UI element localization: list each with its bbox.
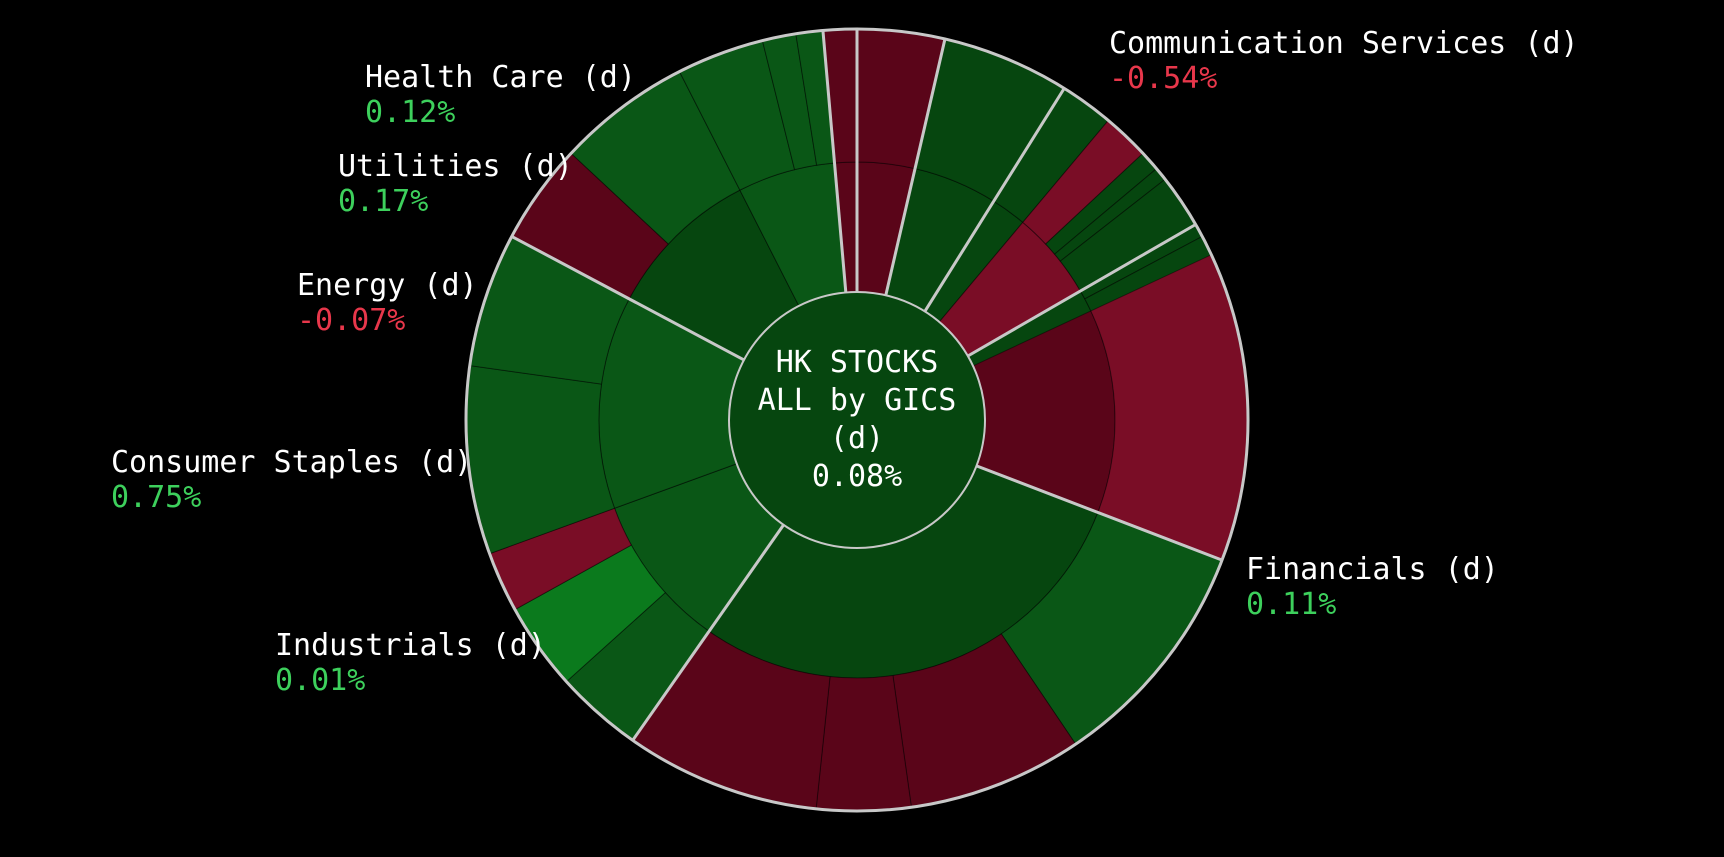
label-energy: Energy (d) bbox=[297, 268, 478, 303]
label-health-care: Health Care (d) bbox=[365, 60, 636, 95]
center-title-line-3: (d) bbox=[830, 421, 884, 456]
center-title-line-2: ALL by GICS bbox=[758, 383, 957, 418]
sector-boundary-5 bbox=[884, 39, 947, 296]
value-consumer-staples: 0.75% bbox=[111, 480, 201, 515]
sector-labels: Communication Services (d) -0.54% Financ… bbox=[111, 26, 1579, 698]
value-utilities: 0.17% bbox=[338, 184, 428, 219]
label-utilities: Utilities (d) bbox=[338, 149, 573, 184]
center-title-line-1: HK STOCKS bbox=[776, 345, 939, 380]
value-health-care: 0.12% bbox=[365, 95, 455, 130]
center-label: HK STOCKS ALL by GICS (d) 0.08% bbox=[758, 345, 957, 494]
center-disc bbox=[728, 291, 986, 549]
sector-boundary-6 bbox=[923, 88, 1065, 313]
value-energy: -0.07% bbox=[297, 303, 405, 338]
sector-boundary-7 bbox=[967, 223, 1196, 358]
sector-boundary-4 bbox=[821, 31, 848, 293]
value-communication-services: -0.54% bbox=[1109, 61, 1217, 96]
label-communication-services: Communication Services (d) bbox=[1109, 26, 1579, 61]
sector-boundary-3 bbox=[511, 235, 745, 362]
outer-ring bbox=[464, 27, 1250, 813]
label-financials: Financials (d) bbox=[1246, 552, 1499, 587]
sector-separators bbox=[511, 30, 1222, 741]
value-industrials: 0.01% bbox=[275, 663, 365, 698]
sunburst-rings bbox=[466, 29, 1248, 811]
sector-boundary-2 bbox=[632, 523, 785, 741]
sector-boundary-1 bbox=[975, 464, 1222, 562]
label-consumer-staples: Consumer Staples (d) bbox=[111, 445, 472, 480]
value-financials: 0.11% bbox=[1246, 587, 1336, 622]
label-industrials: Industrials (d) bbox=[275, 628, 546, 663]
center-value: 0.08% bbox=[812, 459, 902, 494]
